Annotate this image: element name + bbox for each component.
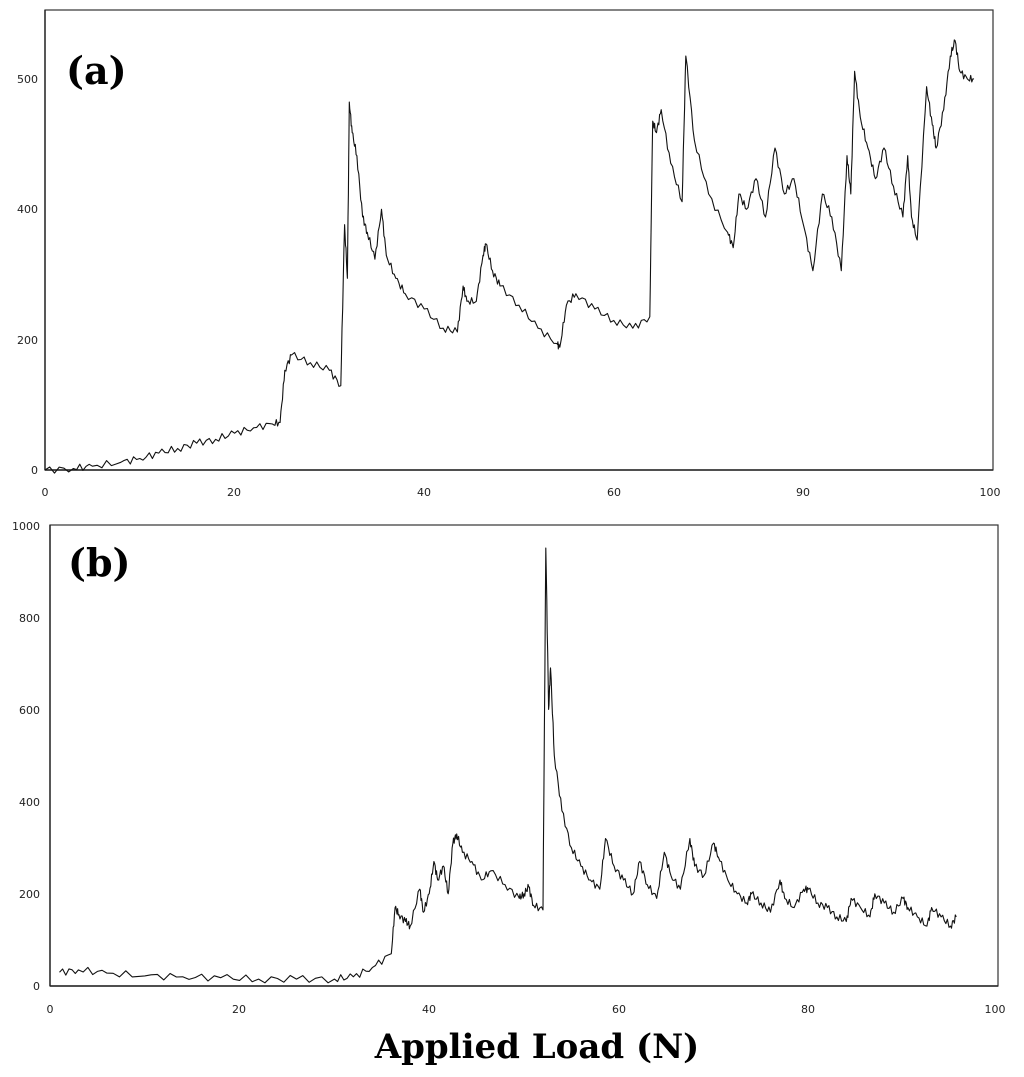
panel-b-y-tick: 800 (19, 612, 40, 625)
panel-b-x-tick: 60 (612, 1003, 626, 1016)
panel-b-y-tick: 1000 (12, 520, 40, 533)
panel-b-x-tick: 40 (422, 1003, 436, 1016)
panel-a-x-tick: 20 (227, 486, 241, 499)
panel-a-y-tick: 200 (17, 334, 38, 347)
panel-b-label: (b) (68, 540, 131, 585)
panel-a-x-tick: 100 (980, 486, 1001, 499)
panel-a-x-tick: 40 (417, 486, 431, 499)
panel-b-y-ticks: 0 200 400 600 800 1000 (12, 520, 40, 993)
panel-a-x-tick: 0 (42, 486, 49, 499)
panel-b-x-tick: 80 (801, 1003, 815, 1016)
panel-b-axes (49, 525, 998, 987)
panel-a-axes (44, 10, 993, 471)
panel-b: (b) 0 20 40 60 80 100 0 200 400 600 800 … (12, 520, 1006, 1016)
panel-a-y-ticks: 0 200 400 500 (17, 73, 38, 477)
panel-a-y-tick: 0 (31, 464, 38, 477)
panel-b-plot-area (59, 547, 957, 984)
panel-a-plot-area (44, 39, 975, 474)
panel-a-x-ticks: 0 20 40 60 90 100 (42, 486, 1001, 499)
panel-b-y-tick: 600 (19, 704, 40, 717)
panel-a-y-tick: 400 (17, 203, 38, 216)
panel-a-y-tick: 500 (17, 73, 38, 86)
panel-a-x-tick: 60 (607, 486, 621, 499)
panel-a-label: (a) (66, 48, 127, 93)
panel-b-x-tick: 100 (985, 1003, 1006, 1016)
panel-b-series-line (59, 547, 957, 984)
panel-b-x-tick: 20 (232, 1003, 246, 1016)
panel-b-x-ticks: 0 20 40 60 80 100 (47, 1003, 1006, 1016)
panel-a-x-tick: 90 (796, 486, 810, 499)
panel-a: (a) 0 20 40 60 90 100 0 200 400 500 (17, 9, 1001, 499)
panel-b-y-tick: 200 (19, 888, 40, 901)
x-axis-label: Applied Load (N) (374, 1027, 699, 1067)
panel-a-series-line (44, 39, 975, 474)
panel-b-y-tick: 400 (19, 796, 40, 809)
panel-b-x-tick: 0 (47, 1003, 54, 1016)
panel-b-y-tick: 0 (33, 980, 40, 993)
